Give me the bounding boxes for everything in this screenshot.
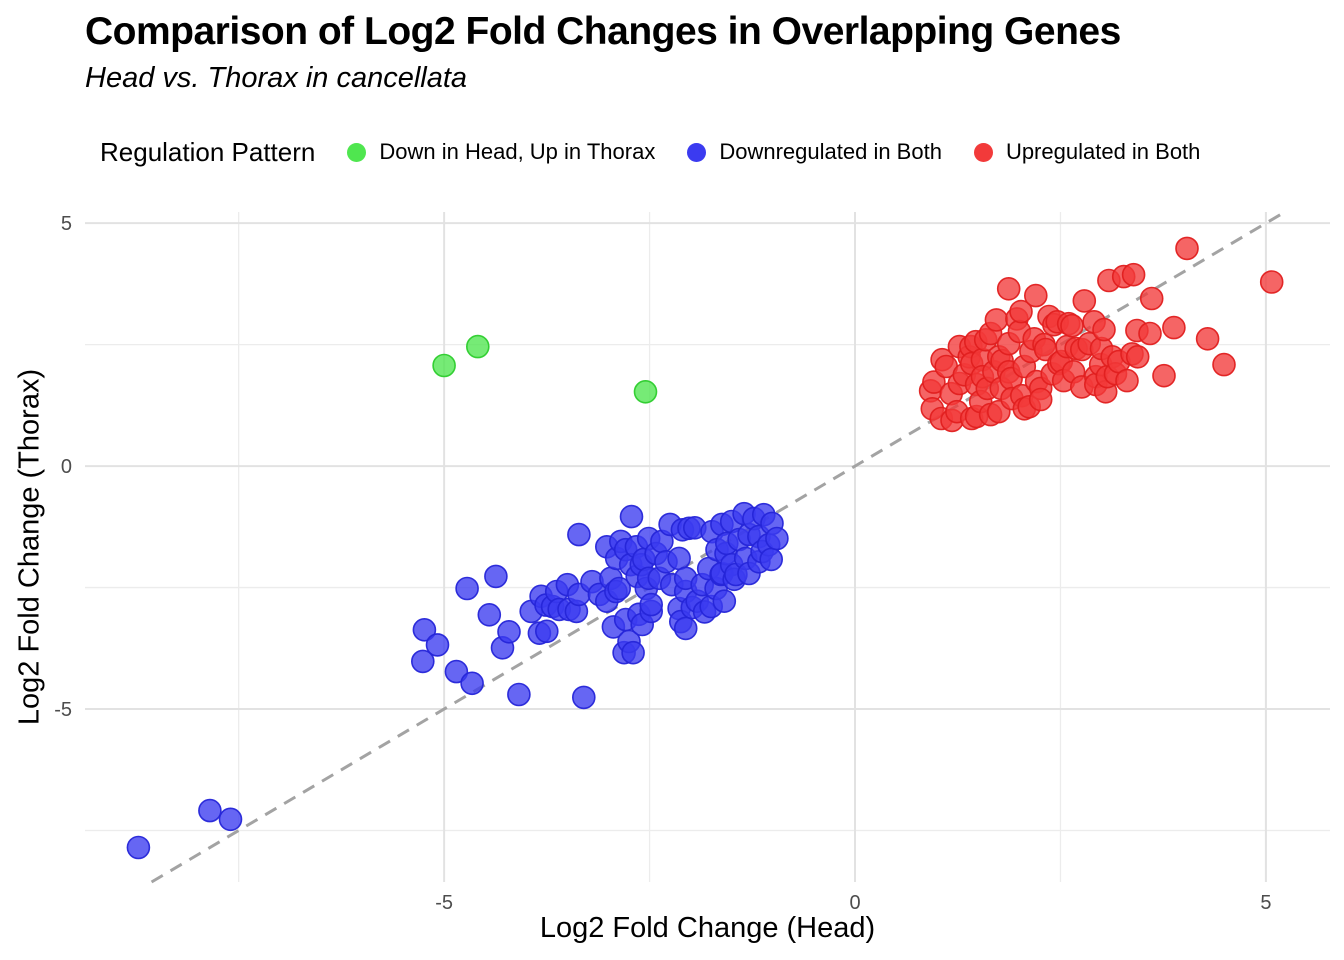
red-dot-icon bbox=[973, 142, 993, 162]
y-tick-label: 0 bbox=[61, 456, 72, 478]
data-point bbox=[1138, 321, 1162, 346]
data-point bbox=[1009, 299, 1033, 324]
x-tick-label: -5 bbox=[435, 892, 453, 914]
data-point bbox=[1121, 262, 1146, 287]
data-point bbox=[534, 619, 559, 644]
data-point bbox=[218, 807, 243, 832]
legend: Regulation Pattern Down in Head, Up in T… bbox=[100, 134, 1200, 170]
series-upregulated-in-both bbox=[918, 236, 1284, 433]
x-axis-title: Log2 Fold Change (Head) bbox=[539, 912, 876, 944]
green-dot-icon bbox=[347, 142, 367, 162]
data-point bbox=[712, 589, 737, 614]
data-point bbox=[633, 379, 658, 404]
data-point bbox=[639, 592, 664, 617]
data-point bbox=[1139, 286, 1164, 311]
data-point bbox=[1115, 368, 1139, 393]
data-point bbox=[1195, 326, 1220, 351]
data-point bbox=[465, 334, 490, 359]
data-point bbox=[477, 602, 502, 627]
data-point bbox=[1162, 315, 1186, 340]
series-down-head-up-thorax bbox=[432, 334, 658, 404]
data-point bbox=[444, 659, 469, 684]
data-point bbox=[412, 617, 437, 642]
data-point bbox=[667, 546, 691, 571]
series-downregulated-in-both bbox=[126, 501, 789, 860]
legend-label: Down in Head, Up in Thorax bbox=[379, 139, 656, 164]
chart-title: Comparison of Log2 Fold Changes in Overl… bbox=[85, 10, 1121, 53]
data-point bbox=[1060, 313, 1084, 338]
data-point bbox=[571, 685, 596, 710]
data-point bbox=[996, 276, 1021, 301]
legend-label: Upregulated in Both bbox=[1005, 139, 1201, 164]
data-point bbox=[1092, 317, 1116, 342]
data-point bbox=[765, 526, 789, 551]
data-point bbox=[1175, 236, 1199, 261]
data-point bbox=[607, 576, 632, 601]
data-point bbox=[1152, 363, 1176, 388]
y-tick-label: -5 bbox=[54, 699, 72, 721]
data-point bbox=[460, 671, 484, 696]
data-point bbox=[126, 835, 151, 860]
data-point bbox=[484, 564, 508, 589]
legend-item-down-head-up-thorax: Down in Head, Up in Thorax bbox=[347, 139, 655, 165]
data-point bbox=[432, 353, 456, 378]
data-point bbox=[425, 633, 450, 657]
data-point bbox=[1024, 283, 1048, 308]
data-point bbox=[922, 370, 946, 394]
data-point bbox=[621, 640, 645, 665]
data-point bbox=[1212, 352, 1236, 377]
data-point bbox=[507, 682, 531, 707]
data-point bbox=[1072, 289, 1097, 313]
data-point bbox=[455, 576, 479, 601]
legend-item-upregulated-both: Upregulated in Both bbox=[973, 139, 1201, 165]
y-tick-label: 5 bbox=[61, 213, 72, 235]
data-point bbox=[567, 522, 591, 547]
data-point bbox=[673, 616, 698, 641]
data-point bbox=[410, 649, 435, 674]
blue-dot-icon bbox=[687, 142, 707, 162]
data-point bbox=[759, 547, 784, 572]
data-point bbox=[984, 308, 1009, 332]
x-tick-label: 0 bbox=[849, 892, 860, 914]
data-point bbox=[1125, 344, 1150, 369]
y-axis-title: Log2 Fold Change (Thorax) bbox=[13, 368, 46, 726]
data-point bbox=[1028, 387, 1053, 412]
legend-label: Downregulated in Both bbox=[719, 139, 942, 164]
x-tick-label: 5 bbox=[1260, 892, 1271, 914]
data-point bbox=[198, 798, 222, 823]
legend-title: Regulation Pattern bbox=[100, 136, 316, 167]
data-point bbox=[619, 504, 644, 529]
chart-subtitle: Head vs. Thorax in cancellata bbox=[85, 62, 468, 94]
data-point bbox=[497, 619, 521, 644]
legend-item-downregulated-both: Downregulated in Both bbox=[687, 139, 942, 165]
data-point bbox=[1259, 270, 1284, 294]
